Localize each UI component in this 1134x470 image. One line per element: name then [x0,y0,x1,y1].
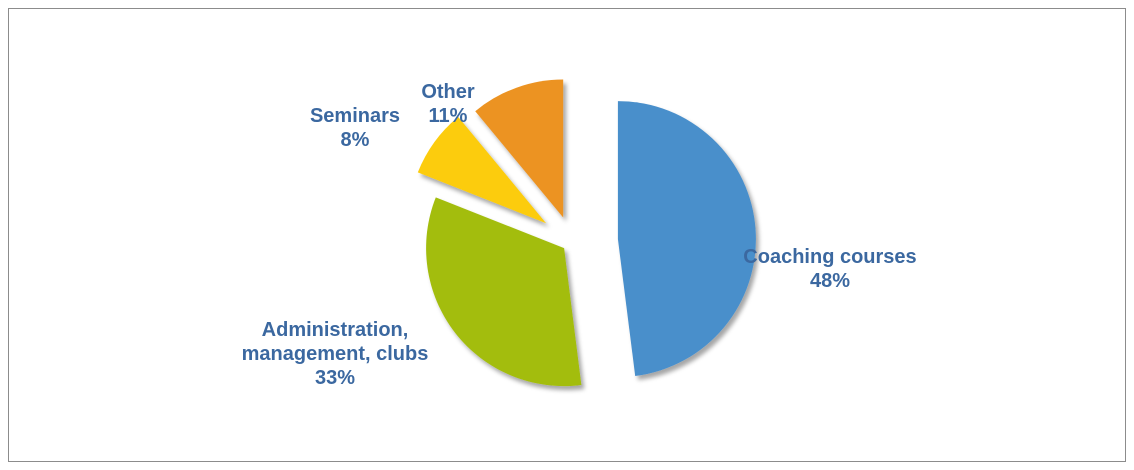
pie-slice [617,101,756,377]
value-label: 8% [340,129,370,151]
category-label: Other [421,81,475,103]
category-label: Coaching courses [743,246,917,268]
pie-slice [417,116,547,224]
category-label: Administration, management, clubs [241,319,429,365]
value-label: 48% [809,270,851,292]
pie-slice [426,197,582,387]
slice-label: Other 11% [348,80,548,128]
slice-label: Coaching courses 48% [730,245,930,293]
category-label: Seminars [309,105,401,127]
value-label: 11% [428,105,468,127]
pie [417,79,756,387]
slice-label: Seminars 8% [255,104,455,152]
pie-slice [475,79,564,218]
frame [8,8,1126,462]
value-label: 33% [314,367,356,389]
slice-label: Administration, management, clubs 33% [240,318,430,390]
